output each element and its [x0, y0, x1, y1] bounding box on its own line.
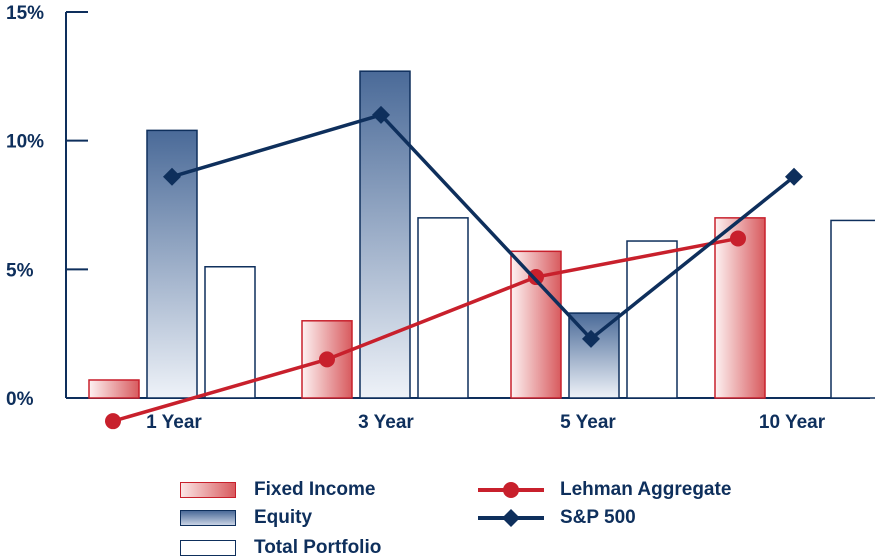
x-category-label: 5 Year	[560, 412, 616, 433]
total-portfolio-bar	[830, 219, 875, 399]
x-category-label: 3 Year	[358, 412, 414, 433]
legend-item-total-portfolio: Total Portfolio	[180, 536, 381, 560]
x-category-label: 1 Year	[146, 412, 202, 433]
lehman-line	[112, 236, 739, 423]
fixed-income-bar	[88, 379, 140, 399]
labels: 0% 5% 10% 15% 1 Year 3 Year 5 Year 10 Year	[6, 3, 826, 433]
x-category-label: 10 Year	[759, 412, 826, 433]
sp500-point	[785, 167, 803, 186]
legend-item-sp500: S&P 500	[476, 506, 636, 530]
legend-label-sp500: S&P 500	[560, 507, 636, 528]
fixed-income-swatch	[180, 482, 236, 498]
bars	[88, 70, 875, 399]
legend-label-total-portfolio: Total Portfolio	[254, 537, 382, 558]
lehman-point	[730, 230, 746, 247]
sp500-line-swatch	[478, 509, 544, 527]
legend-item-lehman: Lehman Aggregate	[476, 478, 731, 502]
sp500-point	[582, 329, 600, 348]
y-tick-label: 10%	[6, 132, 44, 153]
total-portfolio-bar	[626, 240, 678, 399]
total-portfolio-swatch	[180, 540, 236, 556]
equity-bar	[568, 312, 620, 399]
sp500-point	[372, 105, 390, 124]
legend: Fixed Income Equity Total Portfolio Lehm…	[180, 476, 780, 560]
legend-label-lehman: Lehman Aggregate	[560, 479, 732, 500]
lehman-point	[528, 269, 544, 286]
equity-swatch	[180, 510, 236, 526]
legend-label-fixed-income: Fixed Income	[254, 479, 376, 500]
chart: 0% 5% 10% 15% 1 Year 3 Year 5 Year 10 Year	[6, 3, 875, 433]
legend-label-equity: Equity	[254, 507, 313, 528]
legend-item-equity: Equity	[180, 506, 312, 530]
y-tick-label: 0%	[6, 389, 34, 410]
fixed-income-bar	[714, 217, 766, 399]
lehman-point	[105, 413, 121, 430]
lines	[105, 105, 803, 430]
y-tick-label: 5%	[6, 260, 34, 281]
sp500-line	[171, 113, 796, 341]
sp500-point	[163, 167, 181, 186]
lehman-line-swatch	[478, 482, 544, 498]
y-tick-label: 15%	[6, 3, 44, 24]
total-portfolio-bar	[204, 266, 256, 399]
legend-item-fixed-income: Fixed Income	[180, 478, 375, 502]
lehman-point	[319, 351, 335, 368]
